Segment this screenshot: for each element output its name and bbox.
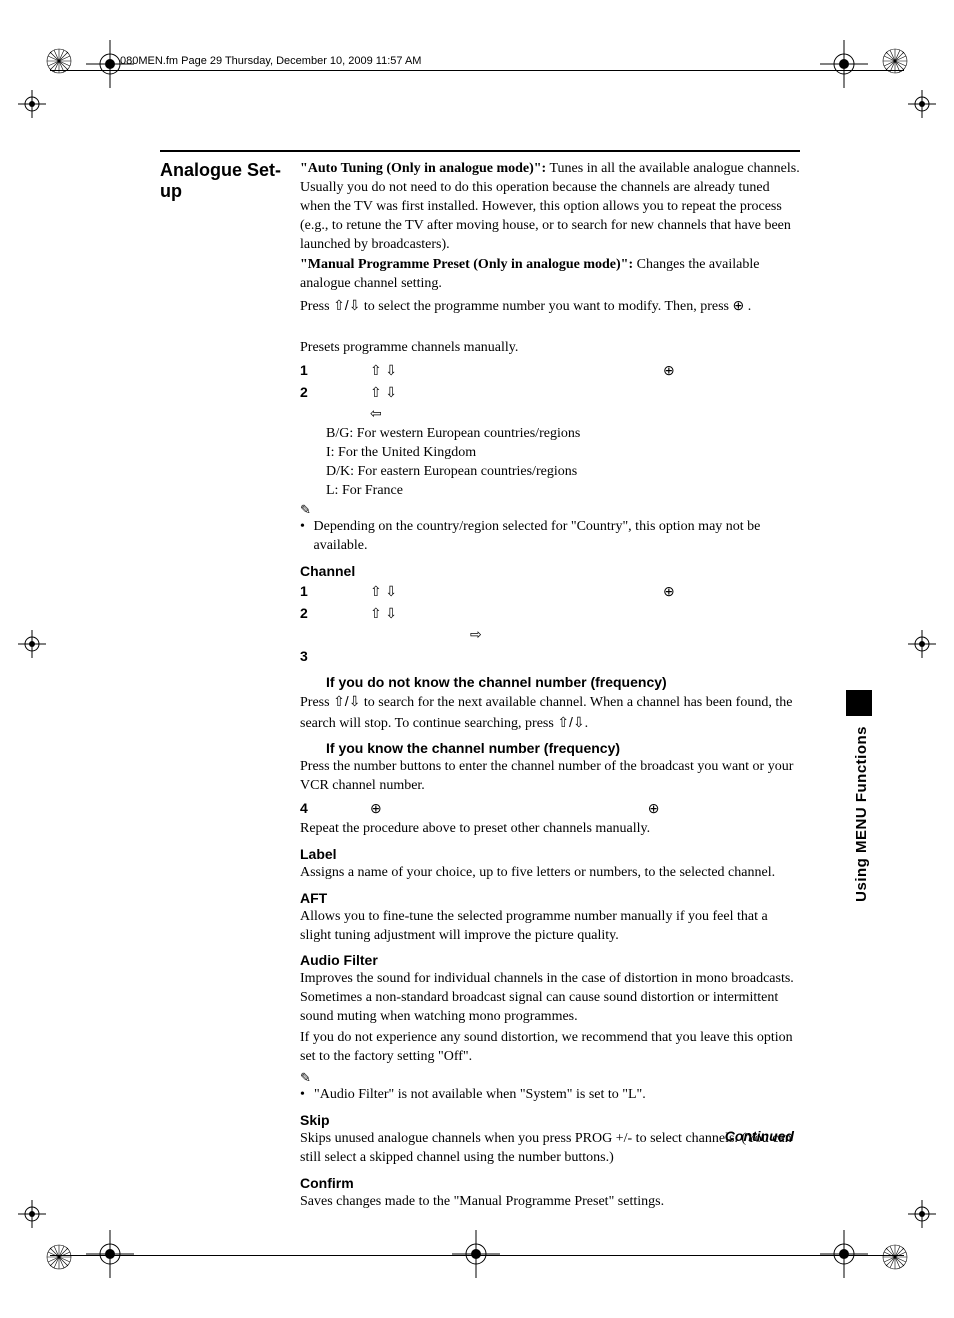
- step-number: 1: [300, 581, 314, 602]
- side-label: Using MENU Functions: [853, 726, 870, 902]
- enter-icon: ⊕: [663, 360, 675, 381]
- corner-wheel-icon: [46, 1244, 72, 1270]
- auto-tuning-label: "Auto Tuning (Only in analogue mode)":: [300, 161, 546, 176]
- step-row: 2 ⇧ ⇩: [300, 603, 800, 625]
- left-icon: ⇦: [370, 404, 382, 425]
- continued-label: Continued: [725, 1128, 794, 1144]
- press-b: to select the programme number you want …: [360, 299, 732, 314]
- up-down-icon: ⇧ ⇩: [370, 383, 397, 404]
- system-bg: B/G: For western European countries/regi…: [326, 425, 800, 444]
- body-column: "Auto Tuning (Only in analogue mode)": T…: [300, 160, 800, 317]
- note-text: "Audio Filter" is not available when "Sy…: [314, 1086, 646, 1105]
- step-row: 2 ⇧ ⇩: [300, 382, 800, 404]
- press-a: Press: [300, 299, 333, 314]
- confirm-heading: Confirm: [300, 1174, 800, 1193]
- crop-header-text: 080MEN.fm Page 29 Thursday, December 10,…: [120, 55, 421, 67]
- presets-line: Presets programme channels manually.: [300, 339, 800, 358]
- press-line: Press ⇧/⇩ to select the programme number…: [300, 296, 800, 317]
- unknown-text: Press ⇧/⇩ to search for the next availab…: [300, 692, 800, 734]
- crop-rule: [50, 1255, 904, 1256]
- manual-label: "Manual Programme Preset (Only in analog…: [300, 257, 633, 272]
- step-row: 1 ⇧ ⇩ ⊕: [300, 581, 800, 603]
- note-text: Depending on the country/region selected…: [314, 518, 801, 556]
- up-down-icon: ⇧ ⇩: [370, 582, 397, 603]
- registration-mark-icon: [908, 1200, 936, 1228]
- page: 080MEN.fm Page 29 Thursday, December 10,…: [0, 0, 954, 1318]
- known-heading: If you know the channel number (frequenc…: [326, 739, 800, 758]
- section-title: Analogue Set-up: [160, 160, 300, 202]
- step-number: 4: [300, 798, 314, 819]
- up-down-icon: ⇧/⇩: [333, 693, 360, 709]
- registration-mark-icon: [908, 630, 936, 658]
- step-row: 1 ⇧ ⇩ ⊕: [300, 360, 800, 382]
- unknown-heading: If you do not know the channel number (f…: [326, 673, 800, 692]
- note-bullet: • Depending on the country/region select…: [300, 518, 800, 556]
- section-tab: [846, 690, 872, 716]
- system-dk: D/K: For eastern European countries/regi…: [326, 463, 800, 482]
- up-down-icon: ⇧ ⇩: [370, 604, 397, 625]
- manual-paragraph: "Manual Programme Preset (Only in analog…: [300, 256, 800, 294]
- bullet-icon: •: [300, 1086, 314, 1105]
- bullet-icon: •: [300, 518, 314, 556]
- note-bullet: • "Audio Filter" is not available when "…: [300, 1086, 800, 1105]
- intro-paragraph: "Auto Tuning (Only in analogue mode)": T…: [300, 160, 800, 254]
- audio-text-b: If you do not experience any sound disto…: [300, 1029, 800, 1067]
- step-number: 1: [300, 360, 314, 381]
- up-down-icon: ⇧/⇩: [333, 297, 360, 313]
- audio-text-a: Improves the sound for individual channe…: [300, 970, 800, 1027]
- step-number: 3: [300, 646, 314, 667]
- enter-icon: ⊕: [663, 581, 675, 602]
- known-text: Press the number buttons to enter the ch…: [300, 758, 800, 796]
- enter-icon: ⊕: [370, 799, 382, 820]
- registration-mark-icon: [820, 40, 868, 88]
- aft-text: Allows you to fine-tune the selected pro…: [300, 908, 800, 946]
- system-i: I: For the United Kingdom: [326, 444, 800, 463]
- step-row: 3: [300, 646, 800, 667]
- corner-wheel-icon: [882, 1244, 908, 1270]
- enter-icon: ⊕: [648, 798, 660, 819]
- confirm-text: Saves changes made to the "Manual Progra…: [300, 1193, 800, 1212]
- registration-mark-icon: [820, 1230, 868, 1278]
- registration-mark-icon: [452, 1230, 500, 1278]
- right-icon: ⇨: [470, 625, 482, 646]
- press-c: .: [744, 299, 751, 314]
- up-down-icon: ⇧/⇩: [557, 714, 584, 730]
- step-row: ⇦: [300, 404, 800, 425]
- label-heading: Label: [300, 845, 800, 864]
- pencil-icon: ✎: [300, 501, 800, 519]
- repeat-line: Repeat the procedure above to preset oth…: [300, 820, 800, 839]
- registration-mark-icon: [18, 1200, 46, 1228]
- step-number: 2: [300, 382, 314, 403]
- aft-heading: AFT: [300, 889, 800, 908]
- system-l: L: For France: [326, 482, 800, 501]
- registration-mark-icon: [86, 1230, 134, 1278]
- step-row: ⇨: [300, 625, 800, 646]
- crop-rule: [50, 70, 904, 71]
- step-number: 2: [300, 603, 314, 624]
- section-rule: [160, 150, 800, 152]
- registration-mark-icon: [18, 90, 46, 118]
- label-text: Assigns a name of your choice, up to fiv…: [300, 864, 800, 883]
- step-row: 4 ⊕ ⊕: [300, 798, 800, 820]
- up-down-icon: ⇧ ⇩: [370, 361, 397, 382]
- registration-mark-icon: [908, 90, 936, 118]
- channel-heading: Channel: [300, 562, 800, 581]
- content-area: Analogue Set-up "Auto Tuning (Only in an…: [160, 150, 800, 1214]
- pencil-icon: ✎: [300, 1069, 800, 1087]
- presets-block: Presets programme channels manually. 1 ⇧…: [300, 339, 800, 1212]
- registration-mark-icon: [18, 630, 46, 658]
- audio-heading: Audio Filter: [300, 951, 800, 970]
- enter-icon: ⊕: [733, 297, 745, 313]
